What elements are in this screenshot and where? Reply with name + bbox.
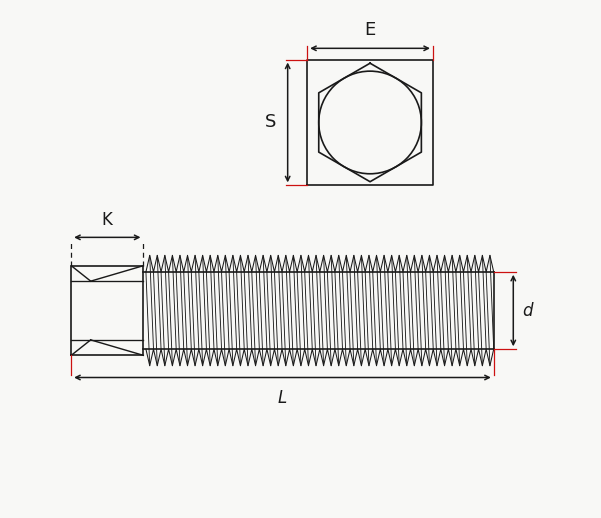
Text: d: d — [522, 301, 533, 320]
Text: S: S — [265, 113, 276, 132]
Text: K: K — [102, 211, 113, 229]
Text: L: L — [278, 389, 287, 407]
Text: E: E — [364, 21, 376, 39]
